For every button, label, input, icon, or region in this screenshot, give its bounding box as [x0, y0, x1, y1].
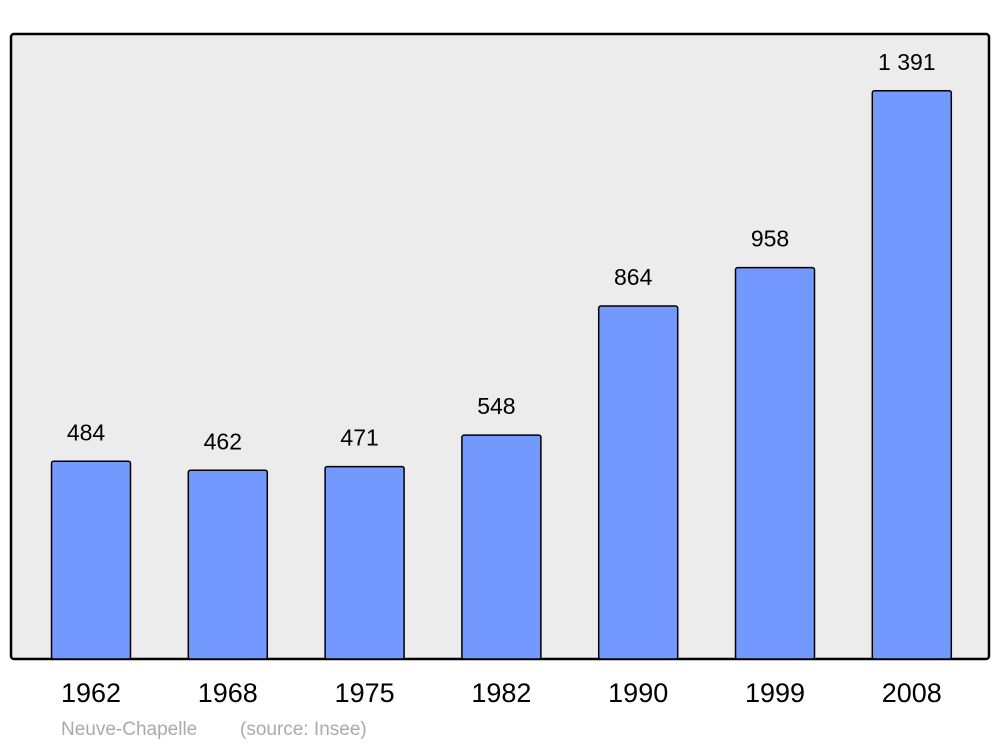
- bar: [324, 465, 405, 660]
- bar: [734, 266, 816, 660]
- value-label: 958: [751, 226, 789, 252]
- x-tick-label: 2008: [882, 678, 942, 708]
- x-tick-label: 1990: [608, 678, 668, 708]
- value-label: 462: [204, 428, 242, 454]
- bar: [461, 434, 542, 660]
- caption: Neuve-Chapelle: [61, 719, 197, 740]
- bar: [50, 460, 132, 660]
- value-label: 1 391: [878, 49, 936, 75]
- value-label: 864: [614, 264, 653, 290]
- x-tick-label: 1968: [198, 678, 258, 708]
- x-tick-label: 1999: [745, 678, 805, 708]
- x-tick-label: 1975: [335, 678, 395, 708]
- x-tick-label: 1962: [61, 678, 121, 708]
- value-label: 484: [67, 419, 106, 445]
- bar: [871, 90, 953, 660]
- bar: [597, 305, 679, 660]
- value-label: 548: [477, 393, 515, 419]
- value-label: 471: [340, 425, 378, 451]
- source: (source: Insee): [240, 719, 367, 740]
- bar: [187, 469, 269, 660]
- x-tick-label: 1982: [471, 678, 531, 708]
